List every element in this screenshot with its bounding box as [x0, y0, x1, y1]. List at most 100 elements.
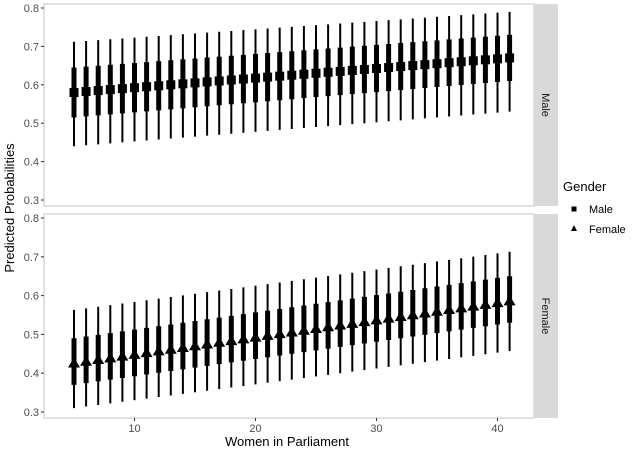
point-triangle	[431, 305, 443, 316]
y-tick-label: 0.3	[24, 407, 39, 419]
point-triangle	[297, 324, 310, 335]
point-square	[93, 86, 103, 96]
legend: Gender Male Female	[563, 179, 626, 236]
point-triangle	[334, 319, 347, 330]
point-square	[480, 55, 490, 65]
point-square	[226, 75, 236, 85]
y-tick-label: 0.7	[24, 41, 39, 53]
point-square	[142, 82, 152, 92]
y-tick-label: 0.5	[24, 118, 39, 130]
point-square	[81, 87, 91, 97]
point-square	[456, 57, 466, 67]
x-axis-label: Women in Parliament	[225, 434, 349, 449]
point-triangle	[285, 326, 298, 337]
point-triangle	[68, 357, 80, 368]
point-square	[335, 66, 345, 76]
point-square	[287, 70, 297, 80]
x-tick-label: 40	[491, 423, 503, 435]
point-square	[505, 53, 515, 63]
y-axis-label: Predicted Probabilities	[2, 143, 17, 273]
point-triangle	[152, 345, 165, 356]
point-square	[420, 60, 430, 70]
point-square	[311, 68, 321, 78]
point-triangle	[116, 350, 129, 361]
point-triangle	[406, 309, 419, 320]
point-square	[372, 63, 381, 73]
y-tick-label: 0.6	[24, 291, 39, 303]
point-triangle	[104, 352, 117, 363]
point-square	[299, 69, 309, 79]
point-square	[202, 77, 212, 87]
point-triangle	[164, 343, 177, 354]
point-square	[444, 58, 454, 68]
point-triangle	[310, 323, 322, 334]
point-triangle	[201, 338, 214, 349]
legend-label-female: Female	[589, 224, 626, 236]
point-square	[347, 65, 357, 75]
point-square	[105, 85, 115, 95]
point-square	[275, 71, 285, 81]
legend-square-icon	[571, 206, 577, 212]
point-triangle	[479, 298, 492, 309]
y-tick-label: 0.8	[24, 213, 39, 225]
point-square	[117, 84, 127, 94]
point-triangle	[382, 312, 395, 323]
point-triangle	[418, 307, 431, 318]
point-square	[408, 61, 418, 71]
facet-strip	[534, 214, 558, 418]
point-triangle	[467, 300, 480, 311]
legend-triangle-icon	[571, 225, 577, 231]
facet-strip	[534, 4, 558, 206]
point-square	[396, 62, 406, 72]
point-triangle	[358, 316, 371, 327]
point-square	[468, 56, 478, 66]
point-square	[323, 67, 333, 77]
point-square	[166, 80, 176, 90]
point-triangle	[140, 347, 153, 358]
point-triangle	[225, 335, 238, 346]
point-triangle	[443, 304, 456, 315]
point-square	[178, 79, 188, 89]
point-triangle	[213, 336, 226, 347]
point-square	[238, 74, 248, 84]
point-square	[190, 78, 200, 88]
legend-label-male: Male	[589, 204, 613, 216]
point-square	[263, 72, 273, 82]
point-square	[251, 73, 260, 83]
point-triangle	[346, 317, 359, 328]
facet-strip-label: Male	[539, 93, 551, 117]
point-triangle	[237, 333, 250, 344]
point-square	[384, 63, 394, 73]
y-tick-label: 0.3	[24, 195, 39, 207]
x-tick-label: 10	[128, 423, 140, 435]
point-triangle	[491, 297, 504, 308]
point-triangle	[322, 321, 335, 332]
point-square	[432, 59, 442, 69]
point-triangle	[394, 310, 407, 321]
x-tick-label: 30	[370, 423, 382, 435]
y-tick-label: 0.8	[24, 3, 39, 15]
point-triangle	[189, 340, 201, 351]
point-square	[154, 81, 164, 91]
y-tick-label: 0.7	[24, 252, 39, 264]
point-square	[130, 83, 139, 93]
legend-title: Gender	[563, 179, 607, 194]
point-triangle	[80, 355, 93, 366]
point-triangle	[455, 302, 468, 313]
y-tick-label: 0.4	[24, 157, 39, 169]
point-triangle	[128, 348, 141, 359]
point-square	[69, 87, 79, 97]
x-tick-label: 20	[249, 423, 261, 435]
y-tick-label: 0.4	[24, 368, 39, 380]
point-square	[214, 76, 224, 86]
facet-panel-female: Female 0.3 0.4 0.5 0.6 0.7 0.8 10 20 30 40	[24, 213, 558, 435]
point-square	[359, 64, 369, 74]
point-triangle	[273, 328, 286, 339]
point-triangle	[249, 331, 262, 342]
point-triangle	[92, 354, 105, 365]
point-triangle	[370, 314, 383, 325]
point-triangle	[503, 295, 516, 306]
point-triangle	[261, 329, 274, 340]
point-square	[493, 54, 502, 64]
